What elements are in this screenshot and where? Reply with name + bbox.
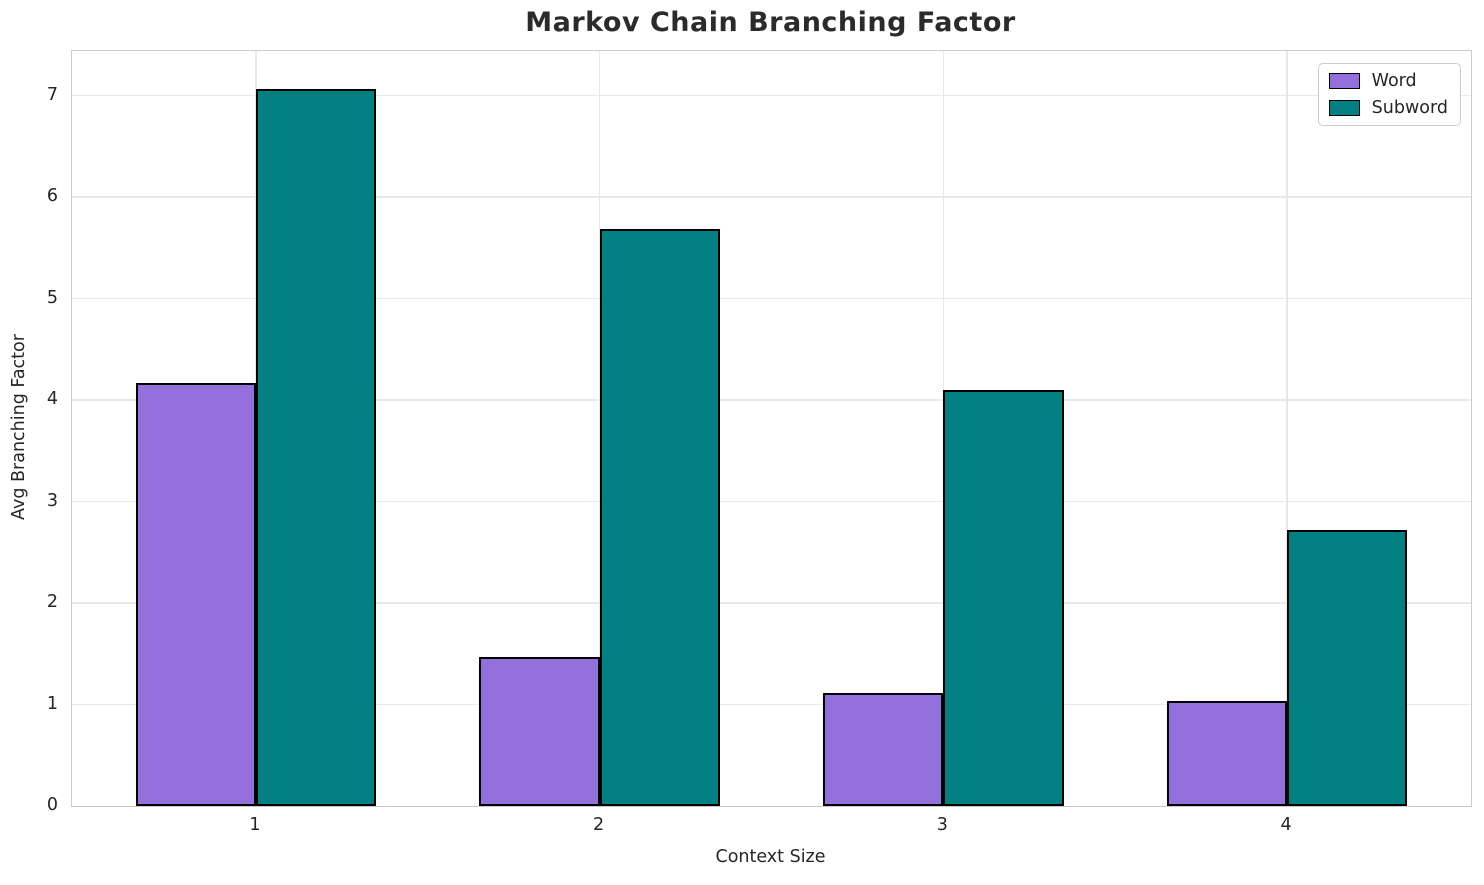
h-gridline xyxy=(72,602,1471,604)
legend-entry-word: Word xyxy=(1328,71,1448,91)
bar-word-context-3 xyxy=(823,693,944,806)
y-tick-label: 4 xyxy=(46,389,58,410)
x-tick-label: 3 xyxy=(936,815,948,835)
x-tick-label: 1 xyxy=(249,815,261,835)
x-tick-label: 2 xyxy=(593,815,605,835)
y-tick-label: 2 xyxy=(46,592,58,613)
y-tick-label: 3 xyxy=(46,490,58,511)
bar-subword-context-2 xyxy=(599,228,720,806)
h-gridline xyxy=(72,94,1471,97)
y-tick-label: 1 xyxy=(46,693,58,714)
legend-swatch-subword xyxy=(1328,100,1360,116)
legend-label: Word xyxy=(1371,71,1417,91)
bar-subword-context-4 xyxy=(1287,529,1408,806)
y-tick-label: 0 xyxy=(46,795,58,815)
h-gridline xyxy=(72,500,1471,503)
bar-subword-context-1 xyxy=(255,88,377,806)
y-tick-label: 7 xyxy=(46,84,58,105)
legend-swatch-word xyxy=(1328,73,1360,89)
y-tick-label: 5 xyxy=(46,287,58,308)
x-axis-label: Context Size xyxy=(715,847,826,867)
bar-subword-context-3 xyxy=(943,389,1064,806)
bar-word-context-4 xyxy=(1166,701,1288,806)
chart-title: Markov Chain Branching Factor xyxy=(525,7,1016,38)
legend-entry-subword: Subword xyxy=(1328,98,1448,118)
y-tick-label: 6 xyxy=(46,186,58,207)
x-tick-label: 4 xyxy=(1280,815,1292,835)
h-gridline xyxy=(72,399,1471,401)
bar-word-context-2 xyxy=(479,656,600,806)
legend: Word Subword xyxy=(1317,63,1461,126)
plot-area: Word Subword xyxy=(71,50,1472,807)
v-gridline xyxy=(1286,51,1288,806)
h-gridline xyxy=(72,297,1471,300)
h-gridline xyxy=(72,196,1471,198)
legend-label: Subword xyxy=(1371,98,1448,118)
bar-word-context-1 xyxy=(135,382,256,806)
h-gridline xyxy=(72,703,1471,706)
